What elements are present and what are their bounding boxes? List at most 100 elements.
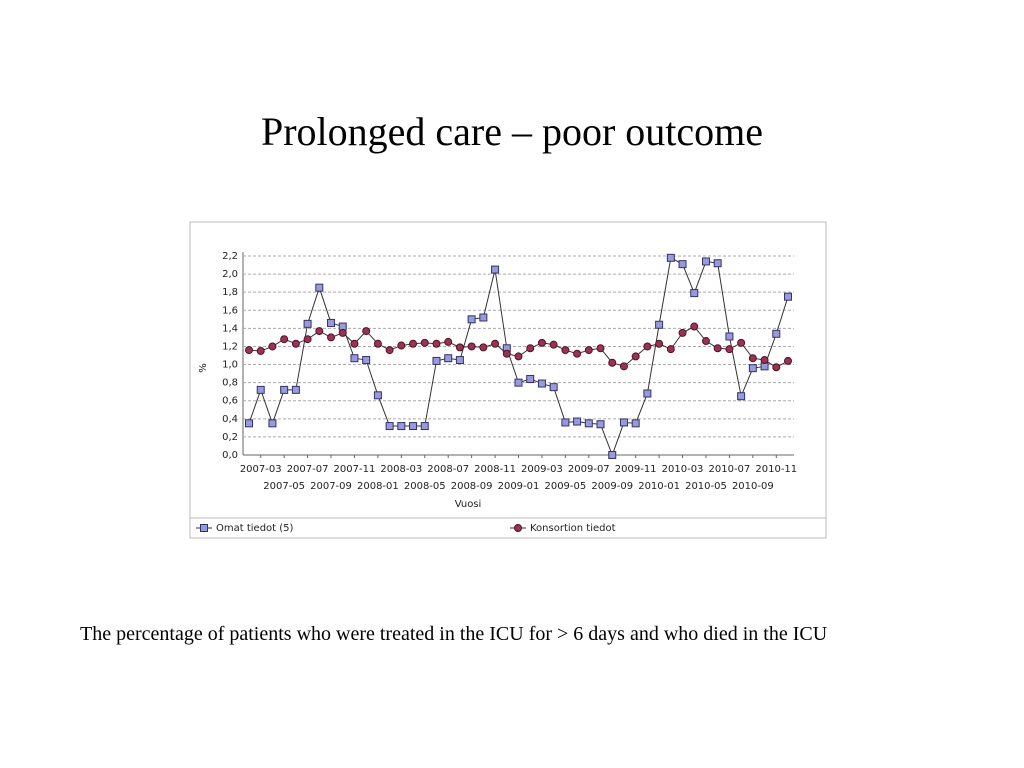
x-tick-label: 2008-05: [404, 481, 446, 492]
marker: [444, 337, 453, 346]
marker: [596, 344, 605, 353]
marker: [373, 339, 382, 348]
marker: [760, 356, 769, 365]
y-tick-label: 0,2: [222, 432, 238, 443]
marker: [315, 327, 324, 336]
marker: [385, 346, 394, 355]
x-tick-label: 2009-01: [498, 481, 540, 492]
legend-label: Konsortion tiedot: [530, 523, 616, 534]
marker: [303, 335, 312, 344]
marker: [350, 339, 359, 348]
marker: [514, 352, 523, 361]
marker: [373, 391, 382, 400]
marker: [643, 342, 652, 351]
marker: [397, 422, 406, 431]
x-tick-label: 2008-09: [451, 481, 493, 492]
legend-marker: [200, 524, 208, 532]
marker: [502, 349, 511, 358]
marker: [631, 352, 640, 361]
marker: [737, 338, 746, 347]
x-tick-label: 2007-11: [334, 464, 376, 475]
caption: The percentage of patients who were trea…: [80, 623, 828, 645]
x-tick-label: 2009-05: [544, 481, 586, 492]
marker: [713, 259, 722, 268]
marker: [420, 422, 429, 431]
marker: [245, 419, 253, 428]
marker: [725, 345, 734, 354]
marker: [584, 346, 593, 355]
x-tick-label: 2009-09: [591, 481, 633, 492]
marker: [772, 329, 781, 338]
y-tick-label: 1,6: [222, 305, 238, 316]
marker: [350, 354, 359, 363]
marker: [268, 419, 277, 428]
marker: [655, 320, 664, 329]
marker: [725, 332, 734, 341]
marker: [619, 362, 628, 371]
marker: [280, 385, 289, 394]
marker: [315, 283, 324, 292]
marker: [327, 318, 336, 327]
y-tick-label: 1,4: [222, 323, 238, 334]
slide-title: Prolonged care – poor outcome: [260, 109, 764, 154]
x-axis-label: Vuosi: [455, 499, 482, 510]
marker: [455, 356, 464, 365]
marker: [748, 364, 757, 373]
marker: [678, 328, 687, 337]
marker: [655, 339, 664, 348]
marker: [420, 338, 429, 347]
y-tick-label: 0,0: [222, 450, 238, 461]
y-tick-label: 1,8: [222, 287, 238, 298]
marker: [561, 418, 570, 427]
marker: [678, 260, 687, 269]
x-tick-label: 2007-05: [263, 481, 305, 492]
marker: [491, 265, 500, 274]
y-axis-label: %: [198, 363, 209, 373]
x-tick-label: 2010-11: [755, 464, 797, 475]
y-tick-label: 1,0: [222, 360, 238, 371]
marker: [537, 338, 546, 347]
marker: [514, 378, 523, 387]
legend-marker: [514, 524, 522, 532]
y-tick-label: 0,4: [222, 414, 238, 425]
marker: [784, 356, 792, 365]
marker: [666, 345, 675, 354]
y-tick-label: 0,6: [222, 396, 238, 407]
marker: [280, 335, 289, 344]
marker: [479, 313, 488, 322]
marker: [643, 389, 652, 398]
marker: [397, 341, 406, 350]
marker: [455, 343, 464, 352]
marker: [338, 328, 347, 337]
marker: [526, 344, 535, 353]
marker: [268, 342, 277, 351]
marker: [291, 339, 300, 348]
x-tick-label: 2008-07: [427, 464, 469, 475]
marker: [737, 392, 746, 401]
x-tick-label: 2007-03: [240, 464, 282, 475]
marker: [537, 379, 546, 388]
marker: [631, 419, 640, 428]
marker: [701, 337, 710, 346]
y-tick-label: 2,2: [222, 251, 238, 262]
marker: [467, 315, 476, 324]
x-tick-label: 2010-05: [685, 481, 727, 492]
marker: [444, 354, 453, 363]
y-tick-label: 0,8: [222, 378, 238, 389]
y-tick-label: 1,2: [222, 341, 238, 352]
x-tick-label: 2009-03: [521, 464, 563, 475]
marker: [245, 346, 253, 355]
x-tick-label: 2010-03: [662, 464, 704, 475]
marker: [479, 343, 488, 352]
x-tick-label: 2008-11: [474, 464, 516, 475]
marker: [526, 375, 535, 384]
x-tick-label: 2007-07: [287, 464, 329, 475]
x-tick-label: 2010-07: [709, 464, 751, 475]
marker: [619, 418, 628, 427]
marker: [690, 289, 699, 298]
marker: [491, 339, 500, 348]
marker: [385, 422, 394, 431]
marker: [291, 385, 300, 394]
